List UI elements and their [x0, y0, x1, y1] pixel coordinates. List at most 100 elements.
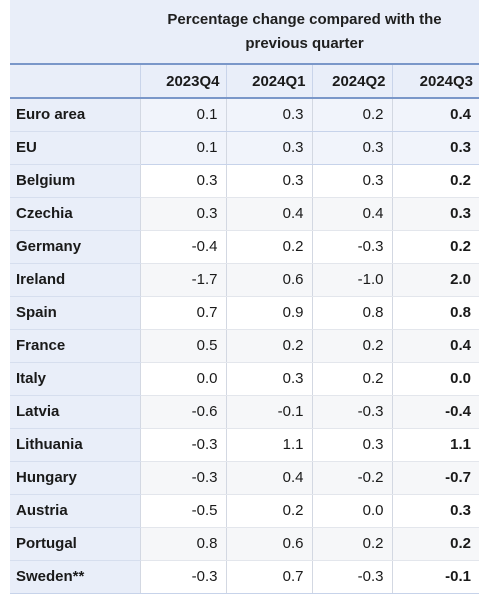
table-cell: -0.3: [139, 428, 226, 462]
table-cell: -0.3: [139, 461, 226, 495]
table-row: Spain 0.7 0.9 0.8 0.8: [10, 296, 479, 330]
table-row: Belgium 0.3 0.3 0.3 0.2: [10, 164, 479, 198]
table-body: Euro area 0.1 0.3 0.2 0.4 EU 0.1 0.3 0.3 0.3 Belgi…: [10, 98, 479, 594]
table-cell: 0.4: [391, 329, 479, 363]
table-row: Hungary -0.3 0.4 -0.2 -0.7: [10, 461, 479, 495]
table-cell: -0.1: [225, 395, 312, 429]
table-cell: 0.8: [391, 296, 479, 330]
table-cell: 0.3: [311, 428, 392, 462]
row-label: Czechia: [10, 197, 140, 231]
table-cell: 0.2: [225, 329, 312, 363]
row-label: Italy: [10, 362, 140, 396]
table-cell: 0.2: [225, 230, 312, 264]
table-cell: 0.2: [225, 494, 312, 528]
table-row: Germany -0.4 0.2 -0.3 0.2: [10, 230, 479, 264]
table-cell: 0.7: [225, 560, 312, 594]
table-cell: 0.1: [139, 131, 226, 165]
table-cell: 0.6: [225, 263, 312, 297]
table-cell: 0.4: [391, 98, 479, 132]
table-cell: -0.4: [391, 395, 479, 429]
table-cell: -0.3: [139, 560, 226, 594]
table-cell: 0.3: [139, 197, 226, 231]
table-cell: 0.2: [311, 98, 392, 132]
table-cell: 0.3: [139, 164, 226, 198]
table-row: EU 0.1 0.3 0.3 0.3: [10, 131, 479, 165]
table-cell: -0.5: [139, 494, 226, 528]
table-cell: -0.7: [391, 461, 479, 495]
column-header-row: 2023Q4 2024Q1 2024Q2 2024Q3: [10, 64, 479, 99]
table-cell: -1.0: [311, 263, 392, 297]
table-cell: 2.0: [391, 263, 479, 297]
table-cell: 0.3: [311, 131, 392, 165]
table-row: Ireland -1.7 0.6 -1.0 2.0: [10, 263, 479, 297]
table-cell: 0.1: [139, 98, 226, 132]
table-cell: 0.4: [225, 461, 312, 495]
table-cell: 0.7: [139, 296, 226, 330]
table-cell: 0.9: [225, 296, 312, 330]
table-cell: 1.1: [225, 428, 312, 462]
row-label: Euro area: [10, 98, 140, 132]
table-cell: -0.3: [311, 560, 392, 594]
column-header: 2024Q3: [391, 64, 479, 99]
table-cell: -0.6: [139, 395, 226, 429]
table-cell: 0.3: [391, 131, 479, 165]
column-header: 2023Q4: [139, 64, 226, 99]
table-cell: 0.8: [139, 527, 226, 561]
table-cell: 0.2: [311, 362, 392, 396]
table-cell: -0.4: [139, 230, 226, 264]
table-title-row: Percentage change compared with the prev…: [10, 0, 479, 65]
table-cell: 1.1: [391, 428, 479, 462]
table-cell: -1.7: [139, 263, 226, 297]
table-cell: 0.2: [311, 527, 392, 561]
row-label: Hungary: [10, 461, 140, 495]
column-header: 2024Q2: [311, 64, 392, 99]
table-row: Czechia 0.3 0.4 0.4 0.3: [10, 197, 479, 231]
row-label: Lithuania: [10, 428, 140, 462]
table-cell: 0.0: [391, 362, 479, 396]
row-label: Spain: [10, 296, 140, 330]
table-cell: 0.4: [311, 197, 392, 231]
title-blank-cell: [10, 0, 140, 65]
table-row: Latvia -0.6 -0.1 -0.3 -0.4: [10, 395, 479, 429]
table-cell: 0.3: [225, 131, 312, 165]
table-cell: -0.1: [391, 560, 479, 594]
table-row: Austria -0.5 0.2 0.0 0.3: [10, 494, 479, 528]
gdp-growth-table: Percentage change compared with the prev…: [10, 0, 479, 594]
table-cell: 0.3: [311, 164, 392, 198]
column-header: 2024Q1: [225, 64, 312, 99]
row-label: Portugal: [10, 527, 140, 561]
table-cell: 0.8: [311, 296, 392, 330]
table-cell: -0.3: [311, 230, 392, 264]
table-cell: -0.3: [311, 395, 392, 429]
table-cell: 0.5: [139, 329, 226, 363]
table-row: Italy 0.0 0.3 0.2 0.0: [10, 362, 479, 396]
row-label: Sweden**: [10, 560, 140, 594]
table-cell: 0.3: [391, 197, 479, 231]
table-cell: 0.0: [311, 494, 392, 528]
table-row: Lithuania -0.3 1.1 0.3 1.1: [10, 428, 479, 462]
row-label: EU: [10, 131, 140, 165]
table-cell: 0.4: [225, 197, 312, 231]
table-title: Percentage change compared with the prev…: [140, 0, 479, 65]
row-label: Austria: [10, 494, 140, 528]
table-row: France 0.5 0.2 0.2 0.4: [10, 329, 479, 363]
table-cell: 0.3: [225, 362, 312, 396]
row-label: Ireland: [10, 263, 140, 297]
table-cell: -0.2: [311, 461, 392, 495]
table-cell: 0.2: [391, 527, 479, 561]
row-label: Germany: [10, 230, 140, 264]
row-label: France: [10, 329, 140, 363]
row-label: Latvia: [10, 395, 140, 429]
table-cell: 0.2: [391, 164, 479, 198]
table-cell: 0.2: [311, 329, 392, 363]
table-cell: 0.3: [225, 164, 312, 198]
table-cell: 0.2: [391, 230, 479, 264]
table-cell: 0.6: [225, 527, 312, 561]
table-row: Portugal 0.8 0.6 0.2 0.2: [10, 527, 479, 561]
header-blank-cell: [10, 64, 140, 99]
table-cell: 0.0: [139, 362, 226, 396]
table-cell: 0.3: [225, 98, 312, 132]
table-row: Euro area 0.1 0.3 0.2 0.4: [10, 98, 479, 132]
table-cell: 0.3: [391, 494, 479, 528]
